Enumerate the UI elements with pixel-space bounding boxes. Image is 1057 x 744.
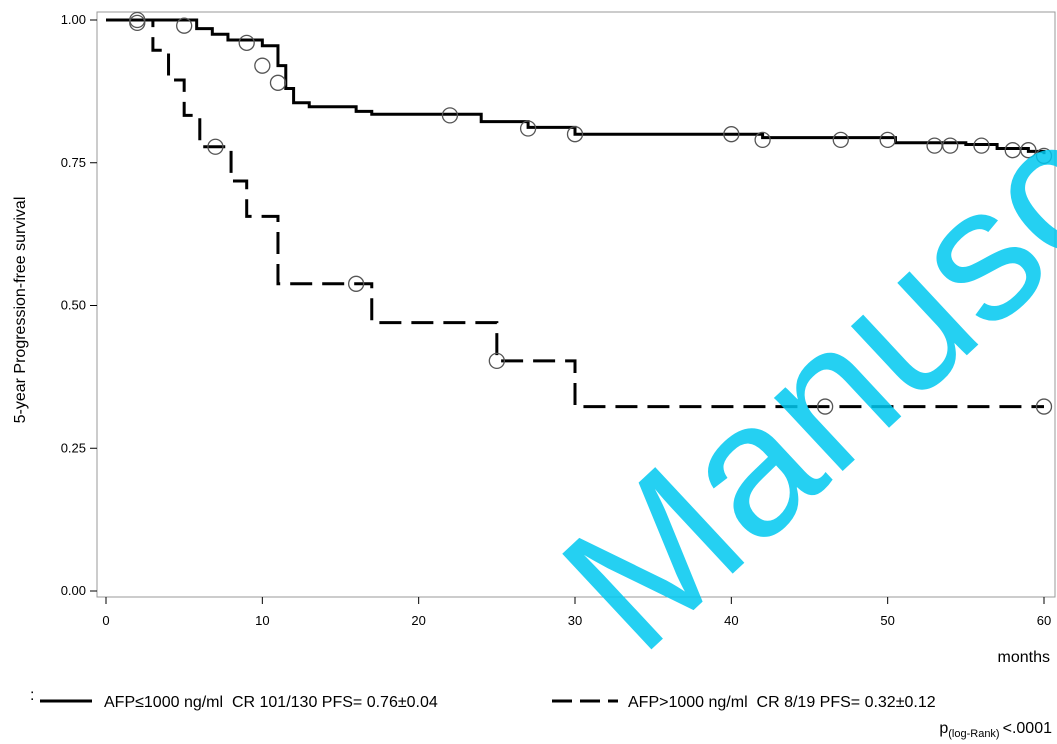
censor-marker <box>176 17 193 34</box>
censor-marker <box>519 120 537 137</box>
y-tick-label: 0.50 <box>61 298 86 313</box>
censor-marker <box>488 352 505 370</box>
legend-item-low-afp: AFP≤1000 ng/ml CR 101/130 PFS= 0.76±0.04 <box>104 694 438 711</box>
plot-frame <box>96 11 1056 598</box>
p-subscript: (log-Rank) <box>948 728 999 740</box>
censor-marker <box>441 107 459 124</box>
censor-marker <box>238 34 255 51</box>
series-line-0 <box>106 18 1046 155</box>
x-tick-label: 40 <box>724 613 738 628</box>
censor-marker <box>754 131 771 149</box>
x-tick-label: 0 <box>102 613 109 628</box>
censor-marker <box>1020 142 1037 159</box>
censor-marker <box>269 74 287 91</box>
y-tick-label: 0.00 <box>61 583 86 598</box>
censor-markers <box>129 11 1053 415</box>
p-value: <.0001 <box>1003 720 1052 737</box>
censor-marker <box>973 137 990 154</box>
series-line-1 <box>106 18 1044 409</box>
y-tick-label: 0.75 <box>61 155 86 170</box>
x-tick-label: 50 <box>880 613 894 628</box>
p-value-annotation: p(log-Rank) <.0001 <box>939 720 1052 740</box>
y-tick-label: 1.00 <box>61 12 86 27</box>
censor-marker <box>942 137 959 154</box>
y-tick-label: 0.25 <box>61 440 86 455</box>
censor-marker <box>207 138 224 155</box>
x-tick-label: 60 <box>1037 613 1051 628</box>
legend-marker: : <box>30 687 34 704</box>
censor-marker <box>1035 398 1053 415</box>
censor-marker <box>254 57 271 74</box>
censor-marker <box>129 11 146 29</box>
x-tick-label: 10 <box>255 613 269 628</box>
censor-marker <box>566 126 584 143</box>
p-prefix: p <box>939 720 948 737</box>
censor-marker <box>816 398 834 415</box>
censor-marker <box>832 131 849 149</box>
legend-item-high-afp: AFP>1000 ng/ml CR 8/19 PFS= 0.32±0.12 <box>628 694 936 711</box>
watermark: Manuscri <box>523 9 1057 690</box>
censor-marker <box>347 275 365 292</box>
x-axis-label: months <box>998 649 1050 666</box>
x-tick-label: 30 <box>568 613 582 628</box>
y-axis-label: 5-year Progression-free survival <box>12 197 29 424</box>
axes: 0 10 20 30 40 50 60 0.00 0.25 0.50 0.75 1.00 <box>61 12 1052 628</box>
x-tick-label: 20 <box>411 613 425 628</box>
censor-marker <box>879 131 896 149</box>
censor-marker <box>1035 147 1053 165</box>
censor-marker <box>723 126 740 143</box>
